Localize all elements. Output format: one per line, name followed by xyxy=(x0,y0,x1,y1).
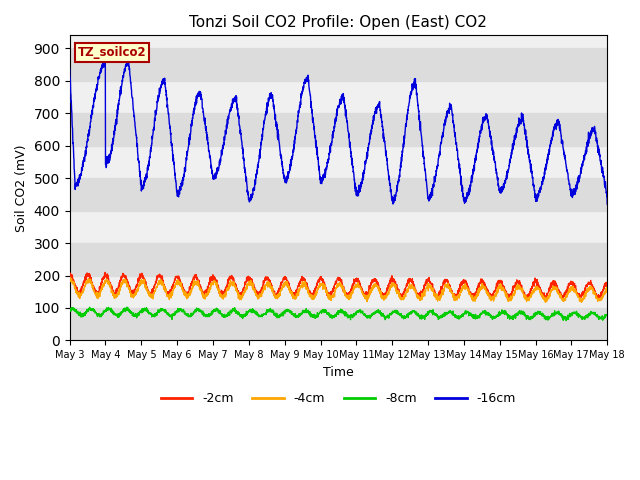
Bar xyxy=(70,243,607,276)
Bar xyxy=(70,178,607,211)
Y-axis label: Soil CO2 (mV): Soil CO2 (mV) xyxy=(15,144,28,232)
Bar xyxy=(70,308,607,340)
Bar xyxy=(70,113,607,146)
Legend: -2cm, -4cm, -8cm, -16cm: -2cm, -4cm, -8cm, -16cm xyxy=(156,387,521,410)
Text: TZ_soilco2: TZ_soilco2 xyxy=(77,46,147,59)
X-axis label: Time: Time xyxy=(323,366,354,379)
Bar xyxy=(70,48,607,81)
Title: Tonzi Soil CO2 Profile: Open (East) CO2: Tonzi Soil CO2 Profile: Open (East) CO2 xyxy=(189,15,487,30)
